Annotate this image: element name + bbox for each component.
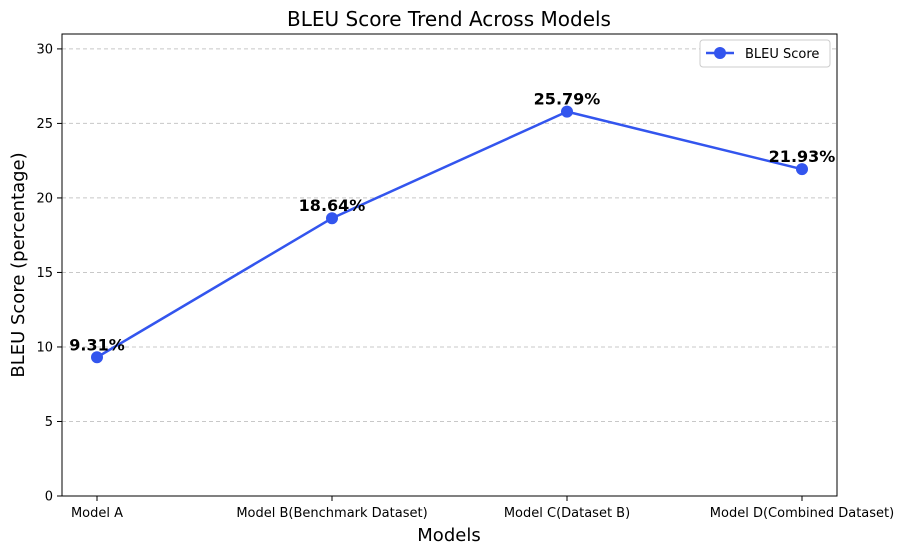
- y-tick-label: 30: [36, 42, 53, 57]
- data-label: 9.31%: [69, 335, 125, 354]
- x-tick-label: Model C(Dataset B): [504, 506, 630, 521]
- y-tick-label: 5: [45, 415, 53, 430]
- y-tick-label: 25: [36, 117, 53, 132]
- data-label: 18.64%: [299, 196, 366, 215]
- legend-box: [699, 39, 831, 68]
- data-label: 21.93%: [769, 147, 836, 166]
- series-line: [96, 110, 803, 359]
- series-layer: [91, 105, 808, 364]
- legend-marker-swatch: [714, 47, 726, 59]
- data-point: [796, 163, 808, 176]
- data-label: 25.79%: [534, 90, 601, 109]
- x-tick-label: Model B(Benchmark Dataset): [236, 506, 427, 521]
- data-labels: 9.31% 18.64% 25.79% 21.93%: [69, 90, 835, 355]
- chart-title: BLEU Score Trend Across Models: [287, 7, 611, 31]
- x-tick-label: Model D(Combined Dataset): [710, 506, 894, 521]
- legend-label: BLEU Score: [745, 47, 819, 62]
- plot-frame: [61, 33, 838, 497]
- data-point: [561, 105, 573, 118]
- axes: 0 5 10 15 20 25 30 Model A Model B(Benchmark Dat…: [36, 33, 894, 521]
- data-point: [326, 212, 338, 225]
- grid-lines: [62, 48, 837, 422]
- y-tick-label: 20: [36, 191, 53, 206]
- y-tick-label: 10: [36, 340, 53, 355]
- x-tick-label: Model A: [71, 506, 123, 521]
- y-tick-label: 0: [45, 490, 53, 505]
- data-point: [91, 351, 103, 364]
- y-tick-label: 15: [36, 266, 53, 281]
- y-axis-label: BLEU Score (percentage): [8, 152, 29, 377]
- x-axis-label: Models: [417, 525, 480, 546]
- legend: BLEU Score: [699, 39, 831, 68]
